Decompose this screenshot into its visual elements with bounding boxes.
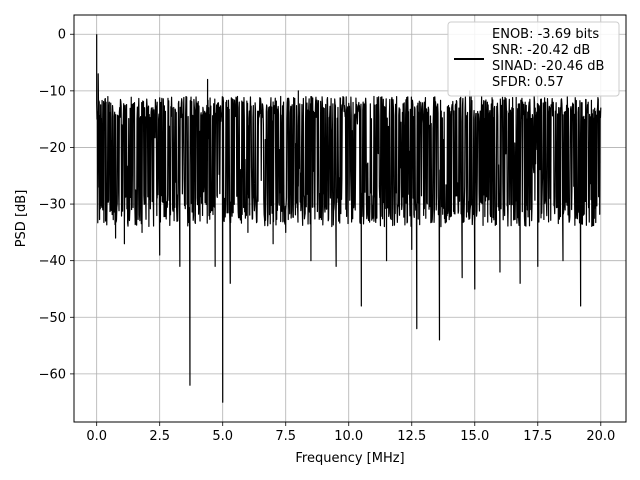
y-tick-label: −10 bbox=[39, 84, 66, 99]
plot-area bbox=[96, 34, 602, 403]
y-tick-label: −30 bbox=[39, 198, 66, 213]
y-tick-label: −20 bbox=[39, 141, 66, 156]
x-tick-label: 0.0 bbox=[86, 429, 107, 444]
x-axis-label: Frequency [MHz] bbox=[295, 451, 404, 466]
x-tick-label: 17.5 bbox=[523, 429, 552, 444]
x-tick-label: 15.0 bbox=[460, 429, 489, 444]
legend-box bbox=[447, 21, 620, 97]
y-tick-label: −40 bbox=[39, 254, 66, 269]
x-tick-label: 20.0 bbox=[586, 429, 615, 444]
psd-series-line bbox=[96, 34, 602, 403]
x-tick-label: 10.0 bbox=[334, 429, 363, 444]
legend-entry-line: ENOB: -3.69 bits bbox=[492, 27, 599, 42]
x-tick-label: 7.5 bbox=[275, 429, 296, 444]
axes-frame bbox=[73, 14, 627, 423]
axis-ticks: 0.0 2.5 5.0 7.5 10.0 12.5 15.0 17.5 20.0 0 −10 −20 −… bbox=[39, 28, 616, 444]
y-tick-label: −60 bbox=[39, 367, 66, 382]
legend-entry-line: SINAD: -20.46 dB bbox=[492, 59, 604, 74]
y-axis-label: PSD [dB] bbox=[14, 190, 29, 248]
legend-entry-line: SFDR: 0.57 bbox=[492, 75, 564, 90]
y-tick-label: 0 bbox=[58, 28, 66, 43]
x-tick-label: 5.0 bbox=[212, 429, 233, 444]
y-tick-label: −50 bbox=[39, 311, 66, 326]
x-tick-label: 2.5 bbox=[149, 429, 170, 444]
legend-entry-line: SNR: -20.42 dB bbox=[492, 43, 590, 58]
x-tick-label: 12.5 bbox=[397, 429, 426, 444]
